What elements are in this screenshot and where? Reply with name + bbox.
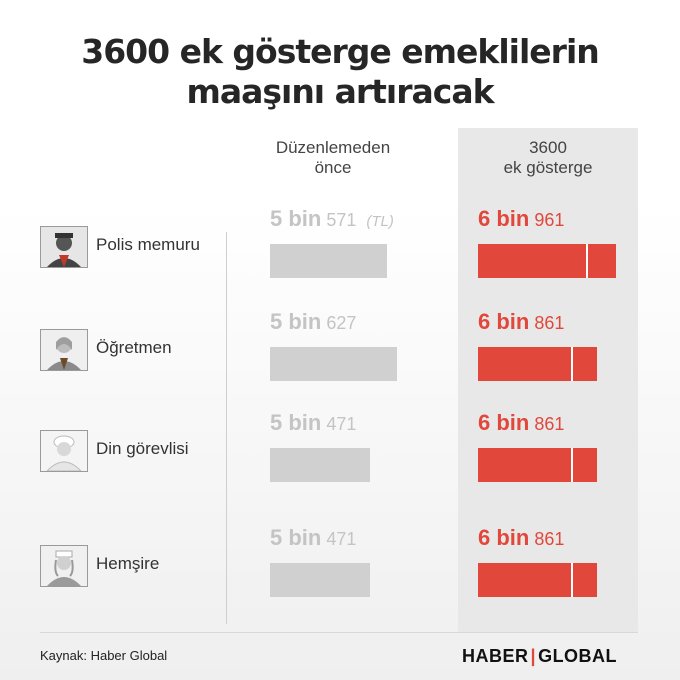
column-divider bbox=[226, 232, 227, 624]
imam-icon bbox=[40, 430, 88, 472]
bar-after bbox=[478, 563, 597, 597]
row-label: Öğretmen bbox=[96, 338, 172, 357]
value-label-before: 5 bin 627 bbox=[270, 309, 357, 334]
title-line-2: maaşını artıracak bbox=[186, 72, 494, 111]
teacher-icon bbox=[40, 329, 88, 371]
source-credit: Kaynak: Haber Global bbox=[40, 648, 168, 663]
value-label-after: 6 bin 861 bbox=[478, 525, 565, 550]
police-officer-icon bbox=[40, 226, 88, 268]
value-label-after: 6 bin 861 bbox=[478, 410, 565, 435]
haber-global-logo: HABER | GLOBAL bbox=[462, 646, 617, 667]
column-header-before: Düzenlemeden önce bbox=[275, 138, 391, 177]
logo-left: HABER bbox=[462, 646, 529, 666]
value-label-before: 5 bin 471 bbox=[270, 410, 357, 435]
value-label-after: 6 bin 961 bbox=[478, 206, 565, 231]
row-label: Din görevlisi bbox=[96, 439, 189, 458]
bar-after-marker bbox=[571, 448, 573, 482]
bar-after-marker bbox=[571, 563, 573, 597]
bar-after bbox=[478, 448, 597, 482]
bar-before bbox=[270, 563, 370, 597]
logo-separator: | bbox=[530, 646, 537, 666]
row-label: Polis memuru bbox=[96, 235, 200, 254]
unit-label: (TL) bbox=[366, 213, 394, 230]
bar-before bbox=[270, 347, 397, 381]
nurse-icon bbox=[40, 545, 88, 587]
bottom-rule bbox=[40, 632, 638, 633]
column-header-after: 3600 ek gösterge bbox=[503, 138, 593, 177]
value-label-before: 5 bin 471 bbox=[270, 525, 357, 550]
bar-before bbox=[270, 244, 387, 278]
logo-right: GLOBAL bbox=[538, 646, 618, 666]
bar-after bbox=[478, 244, 616, 278]
row-label: Hemşire bbox=[96, 554, 160, 573]
value-label-after: 6 bin 861 bbox=[478, 309, 565, 334]
bar-after-marker bbox=[571, 347, 573, 381]
title-line-1: 3600 ek gösterge emeklilerin bbox=[81, 32, 600, 71]
value-label-before: 5 bin 571 (TL) bbox=[270, 206, 394, 231]
bar-before bbox=[270, 448, 370, 482]
bar-after-marker bbox=[586, 244, 588, 278]
bar-after bbox=[478, 347, 597, 381]
